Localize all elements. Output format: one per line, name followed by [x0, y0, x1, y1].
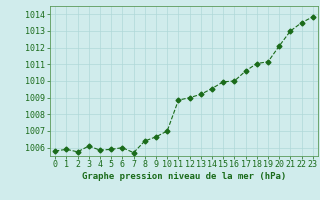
X-axis label: Graphe pression niveau de la mer (hPa): Graphe pression niveau de la mer (hPa) — [82, 172, 286, 181]
